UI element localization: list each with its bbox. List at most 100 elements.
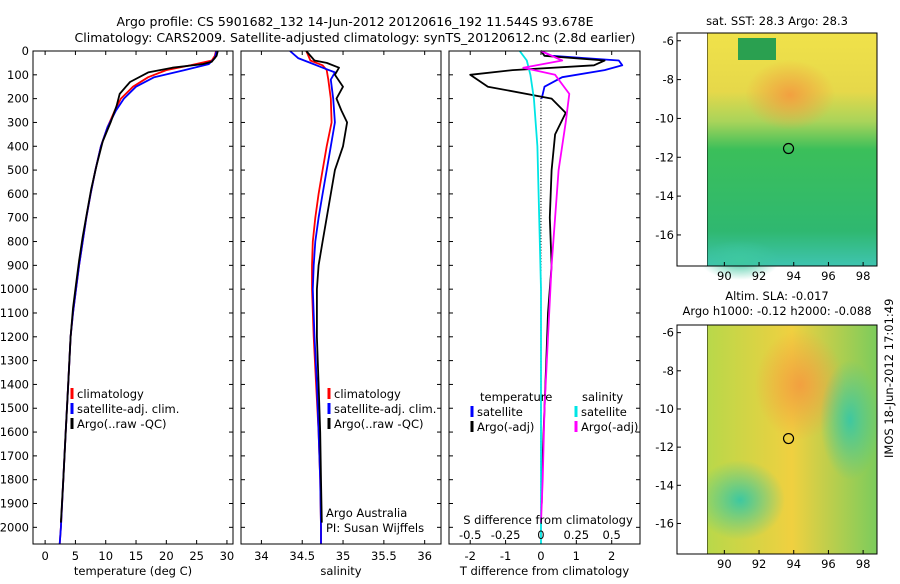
series-line-2-3 bbox=[305, 50, 348, 523]
map-x-tick-label: 92 bbox=[752, 557, 767, 571]
map-x-tick-label: 94 bbox=[786, 557, 801, 571]
zero-reference-dot bbox=[540, 175, 542, 177]
zero-reference-dot bbox=[540, 106, 542, 108]
zero-reference-dot bbox=[540, 163, 542, 165]
y-tick-label: 0 bbox=[22, 44, 29, 58]
title-line-2: Climatology: CARS2009. Satellite-adjuste… bbox=[75, 30, 636, 45]
zero-reference-dot bbox=[540, 155, 542, 157]
y-tick-label: 1600 bbox=[0, 425, 29, 439]
series-line-3-4 bbox=[522, 50, 571, 523]
legend-label: satellite-adj. clim. bbox=[77, 402, 179, 416]
x-tick-label: 5 bbox=[72, 549, 79, 563]
map-y-tick-label: -6 bbox=[663, 326, 674, 340]
y-tick-label: 1000 bbox=[0, 282, 29, 296]
y-tick-label: 900 bbox=[7, 258, 29, 272]
s-tick-label: 0.5 bbox=[603, 528, 621, 542]
zero-reference-dot bbox=[540, 172, 542, 174]
map-title: sat. SST: 28.3 Argo: 28.3 bbox=[706, 14, 848, 28]
map-y-tick-label: -16 bbox=[655, 516, 674, 530]
sla-map-low-patch-east bbox=[820, 360, 880, 480]
legend-label: climatology bbox=[334, 387, 401, 401]
zero-reference-dot bbox=[540, 232, 542, 234]
title-line-1: Argo profile: CS 5901682_132 14-Jun-2012… bbox=[116, 14, 593, 29]
x-tick-label: 0 bbox=[537, 549, 544, 563]
x-tick-label: 10 bbox=[98, 549, 113, 563]
x-tick-label: 1 bbox=[573, 549, 580, 563]
zero-reference-dot bbox=[540, 160, 542, 163]
map-y-tick-label: -8 bbox=[663, 73, 674, 87]
sla-map-low-patch-west bbox=[695, 460, 785, 540]
legend-group-title: temperature bbox=[480, 390, 552, 404]
legend-group-title: salinity bbox=[582, 390, 623, 404]
x-tick-label: 0 bbox=[41, 549, 48, 563]
sst-map-warm-patch bbox=[745, 60, 835, 130]
zero-reference-dot bbox=[540, 220, 542, 223]
legend-label: Argo(..raw -QC) bbox=[77, 417, 167, 431]
zero-reference-dot bbox=[540, 132, 542, 134]
zero-reference-dot bbox=[540, 112, 542, 114]
y-tick-label: 1100 bbox=[0, 306, 29, 320]
annotation-line-1: Argo Australia bbox=[326, 506, 407, 520]
panel-1-frame bbox=[32, 50, 234, 545]
sst-map-cool-patch bbox=[700, 240, 780, 280]
y-tick-label: 400 bbox=[7, 139, 29, 153]
map-y-tick-label: -16 bbox=[655, 228, 674, 242]
zero-reference-dot bbox=[540, 149, 542, 151]
map-x-tick-label: 98 bbox=[856, 557, 871, 571]
legend-label: satellite bbox=[581, 405, 627, 419]
zero-reference-dot bbox=[540, 129, 542, 131]
y-tick-label: 1800 bbox=[0, 473, 29, 487]
zero-reference-dot bbox=[540, 238, 542, 240]
legend-label: Argo(..raw -QC) bbox=[334, 417, 424, 431]
zero-reference-dot bbox=[540, 206, 542, 208]
x-tick-label: 34.5 bbox=[289, 549, 315, 563]
y-tick-label: 1200 bbox=[0, 330, 29, 344]
map-axes-frame bbox=[676, 324, 878, 555]
zero-reference-dot bbox=[540, 118, 542, 120]
map-x-tick-label: 92 bbox=[752, 269, 767, 283]
map-nodata-strip bbox=[677, 33, 707, 266]
x-tick-label: 36 bbox=[417, 549, 432, 563]
zero-reference-dot bbox=[540, 120, 542, 123]
sla-map: 90 92 94 96 98 -6 -8 -10 -12 -14 -16 Altim. SLA: -0… bbox=[655, 289, 880, 571]
map-y-tick-label: -8 bbox=[663, 364, 674, 378]
zero-reference-dot bbox=[540, 123, 542, 125]
y-tick-label: 200 bbox=[7, 92, 29, 106]
y-tick-label: 1500 bbox=[0, 401, 29, 415]
x-tick-label: 35 bbox=[336, 549, 351, 563]
zero-reference-dot bbox=[540, 178, 542, 180]
y-tick-label: 1400 bbox=[0, 377, 29, 391]
s-tick-label: -0.5 bbox=[459, 528, 481, 542]
x-tick-label: -2 bbox=[464, 549, 475, 563]
zero-reference-dot bbox=[540, 138, 542, 140]
zero-reference-dot bbox=[540, 223, 542, 225]
legend-label: satellite-adj. clim. bbox=[334, 402, 436, 416]
argo-position-marker bbox=[782, 142, 795, 155]
zero-reference-dot bbox=[540, 140, 542, 143]
zero-reference-dot bbox=[540, 146, 542, 148]
series-line-2-2 bbox=[289, 50, 336, 544]
zero-reference-dot bbox=[540, 218, 542, 220]
y-tick-label: 700 bbox=[7, 211, 29, 225]
s-tick-label: 0 bbox=[537, 528, 544, 542]
s-tick-label: -0.25 bbox=[491, 528, 521, 542]
panel-3-frame bbox=[448, 50, 641, 545]
salinity-panel: 34 34.5 35 35.5 36 salinity climatologysatelli… bbox=[240, 50, 442, 578]
zero-reference-dot bbox=[540, 229, 542, 231]
s-tick-label: 0.25 bbox=[564, 528, 590, 542]
map-axes-frame bbox=[676, 32, 878, 267]
legend-label: Argo(-adj) bbox=[477, 420, 534, 434]
zero-reference-dot bbox=[540, 100, 542, 103]
zero-reference-dot bbox=[540, 195, 542, 197]
zero-reference-dot bbox=[540, 152, 542, 154]
map-y-tick-label: -10 bbox=[655, 111, 674, 125]
zero-reference-dot bbox=[540, 180, 542, 183]
sst-map-dark-patch bbox=[738, 38, 776, 60]
zero-reference-dot bbox=[540, 198, 542, 200]
zero-reference-dot bbox=[540, 186, 542, 188]
zero-reference-dot bbox=[540, 209, 542, 211]
map-y-tick-label: -12 bbox=[655, 150, 674, 164]
panel-2-background bbox=[241, 51, 441, 544]
y-tick-label: 300 bbox=[7, 115, 29, 129]
